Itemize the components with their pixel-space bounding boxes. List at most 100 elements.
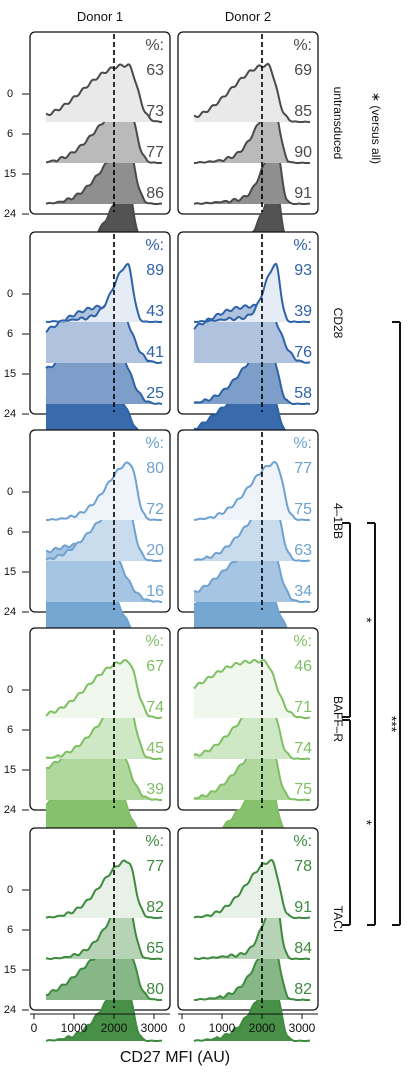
ridge-line-donor1-0 <box>45 262 162 323</box>
percent-value-donor2-1: 39 <box>294 303 312 320</box>
percent-value-donor1-2: 41 <box>146 344 164 361</box>
y-tick-label: 0 <box>7 684 13 696</box>
ridge-line-donor2-3 <box>193 982 311 1042</box>
column-title-2: Donor 2 <box>225 9 271 24</box>
panel-name-label: BAFF–R <box>331 696 345 742</box>
column-title-1: Donor 1 <box>77 9 123 24</box>
percent-value-donor1-3: 86 <box>146 185 164 202</box>
ridge-fill-donor2-0 <box>194 462 310 520</box>
ridge-line-donor2-2 <box>193 940 311 1001</box>
percent-value-donor2-0: 77 <box>294 460 312 477</box>
percent-value-donor2-0: 93 <box>294 262 312 279</box>
percent-value-donor2-2: 84 <box>294 940 312 957</box>
percent-value-donor2-2: 74 <box>294 740 312 757</box>
y-tick-label: 6 <box>7 924 13 936</box>
percent-value-donor1-2: 65 <box>146 940 164 957</box>
ridge-fill-donor2-2 <box>194 543 310 602</box>
percent-value-donor1-1: 82 <box>146 899 164 916</box>
ridge-fill-donor2-3 <box>194 783 310 841</box>
ridge-fill-donor1-0 <box>46 660 162 718</box>
y-tick-label: 15 <box>4 764 16 776</box>
x-axis-title: CD27 MFI (AU) <box>120 1049 230 1066</box>
y-tick-label: 15 <box>4 168 16 180</box>
y-tick-label: 24 <box>4 408 16 420</box>
ridge-fill-donor1-0 <box>46 263 162 322</box>
panel-untransduced-donor2 <box>177 31 319 215</box>
x-tick-label: 3000 <box>141 1021 168 1035</box>
percent-value-donor2-0: 46 <box>294 658 312 675</box>
percent-value-donor1-0: 80 <box>146 460 164 477</box>
ridge-line-donor1-3 <box>45 982 163 1042</box>
percent-header-donor1: %: <box>145 37 164 54</box>
percent-value-donor1-0: 67 <box>146 658 164 675</box>
ridge-line-donor1-1 <box>46 104 163 164</box>
ridge-fill-donor2-1 <box>194 700 310 759</box>
percent-header-donor1: %: <box>145 833 164 850</box>
ridge-line-donor2-0 <box>193 858 311 919</box>
percent-value-donor2-1: 91 <box>294 899 312 916</box>
percent-value-donor2-3: 91 <box>294 185 312 202</box>
percent-header-donor2: %: <box>293 37 312 54</box>
percent-value-donor1-2: 77 <box>146 144 164 161</box>
ridge-line-donor2-0 <box>193 658 311 719</box>
ridge-line-donor1-2 <box>45 145 163 205</box>
y-tick-label: 6 <box>7 526 13 538</box>
percent-value-donor1-0: 63 <box>146 62 164 79</box>
panel-taci-donor2 <box>177 827 319 1011</box>
y-tick-label: 24 <box>4 1004 16 1016</box>
percent-value-donor1-0: 77 <box>146 858 164 875</box>
percent-value-donor1-1: 43 <box>146 303 164 320</box>
y-tick-label: 24 <box>4 606 16 618</box>
ridge-fill-donor2-0 <box>194 659 310 718</box>
y-tick-label: 24 <box>4 208 16 220</box>
x-tick-label: 1000 <box>61 1021 88 1035</box>
ridge-fill-donor2-1 <box>194 105 310 163</box>
ridge-fill-donor1-3 <box>46 187 162 245</box>
ridge-line-donor2-0 <box>193 62 310 123</box>
percent-header-donor2: %: <box>293 833 312 850</box>
y-tick-label: 6 <box>7 128 13 140</box>
percent-value-donor1-2: 45 <box>146 740 164 757</box>
ridge-fill-donor2-1 <box>194 503 310 561</box>
x-tick-label: 0 <box>31 1021 38 1035</box>
panel-name-label: TACI <box>331 906 345 932</box>
x-tick-label: 1000 <box>209 1021 236 1035</box>
x-tick-label: 2000 <box>101 1021 128 1035</box>
ridge-fill-donor1-0 <box>46 64 162 122</box>
panel-name-label: 4–1BB <box>331 503 345 539</box>
bracket-label: *** <box>384 716 400 733</box>
ridge-line-donor1-0 <box>45 859 163 919</box>
ridge-fill-donor1-2 <box>46 942 162 1000</box>
percent-value-donor2-0: 69 <box>294 62 312 79</box>
y-tick-label: 0 <box>7 88 13 100</box>
percent-value-donor1-2: 20 <box>146 542 164 559</box>
ridge-fill-donor1-1 <box>46 901 162 959</box>
bracket-label: * <box>409 621 416 627</box>
y-tick-label: 6 <box>7 724 13 736</box>
percent-value-donor2-1: 75 <box>294 501 312 518</box>
panel-name-label: untransduced <box>331 87 345 160</box>
bracket-label: * <box>359 820 375 826</box>
x-tick-label: 0 <box>179 1021 186 1035</box>
ridge-line-donor2-0 <box>193 460 311 521</box>
percent-value-donor1-3: 80 <box>146 981 164 998</box>
percent-header-donor2: %: <box>293 237 312 254</box>
ridge-fill-donor2-3 <box>194 983 310 1041</box>
percent-value-donor2-1: 71 <box>294 699 312 716</box>
ridge-line-donor1-1 <box>45 900 162 960</box>
y-tick-label: 24 <box>4 804 16 816</box>
percent-value-donor1-1: 74 <box>146 699 164 716</box>
significance-legend: ∗ (versus all) <box>369 92 383 164</box>
percent-value-donor2-3: 34 <box>294 583 312 600</box>
y-tick-label: 15 <box>4 964 16 976</box>
percent-header-donor1: %: <box>145 237 164 254</box>
ridge-line-donor2-0 <box>193 262 310 324</box>
ridge-fill-donor2-1 <box>194 901 310 959</box>
ridge-line-donor2-1 <box>194 103 311 164</box>
percent-value-donor2-3: 58 <box>294 385 312 402</box>
ridge-fill-donor2-2 <box>194 147 310 204</box>
percent-value-donor1-3: 16 <box>146 583 164 600</box>
percent-value-donor2-2: 90 <box>294 144 312 161</box>
ridge-fill-donor2-3 <box>194 187 310 245</box>
